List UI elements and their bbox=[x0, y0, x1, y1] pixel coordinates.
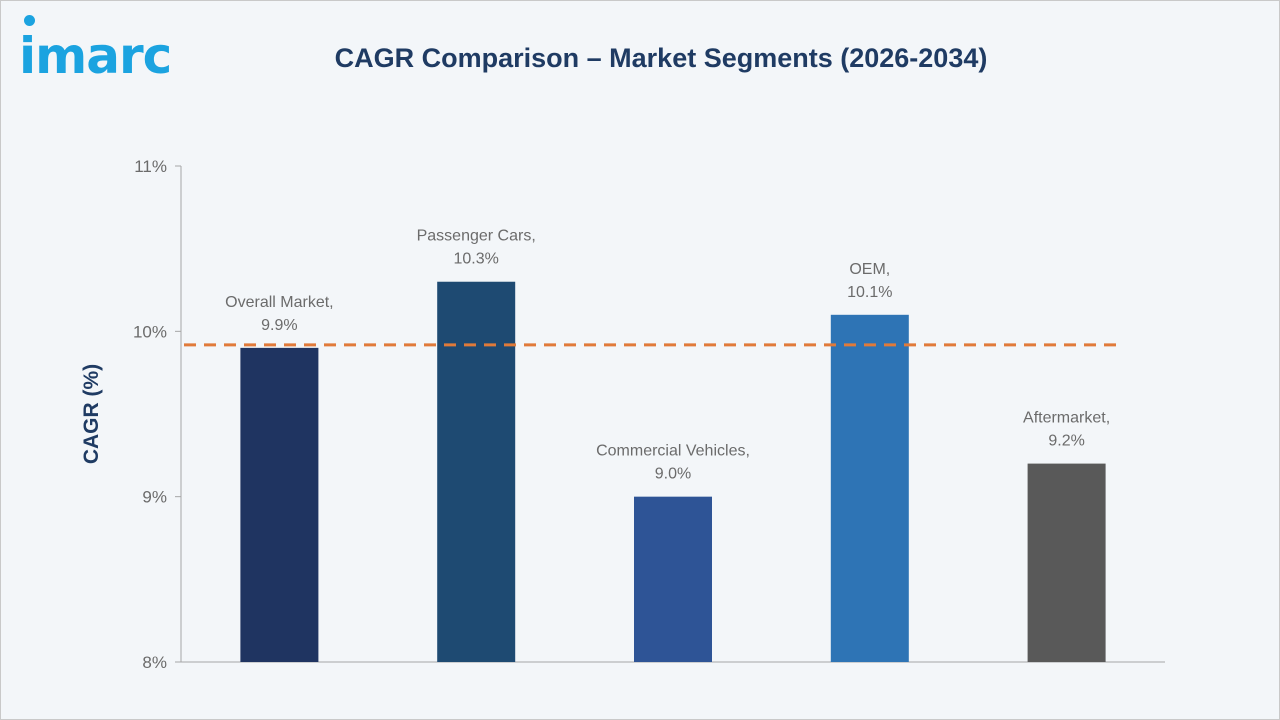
bar-2 bbox=[634, 496, 712, 662]
bar-1 bbox=[437, 281, 516, 662]
y-tick-label: 11% bbox=[134, 157, 167, 176]
bar-label-name: OEM, bbox=[849, 261, 890, 278]
bar-label-value: 9.0% bbox=[655, 466, 691, 483]
bar-3 bbox=[830, 314, 909, 662]
logo-dot bbox=[24, 15, 35, 26]
bar-label-value: 9.9% bbox=[261, 317, 297, 334]
bar-label-name: Commercial Vehicles, bbox=[596, 443, 750, 460]
chart-title: CAGR Comparison – Market Segments (2026-… bbox=[334, 43, 988, 73]
bar-label-name: Passenger Cars, bbox=[417, 228, 536, 245]
bar-label-value: 10.3% bbox=[454, 251, 499, 268]
bar-label-value: 10.1% bbox=[847, 284, 892, 301]
y-tick-label: 9% bbox=[142, 488, 167, 507]
y-tick-label: 8% bbox=[142, 653, 167, 672]
y-axis-label: CAGR (%) bbox=[80, 364, 103, 464]
imarc-logo: imarc bbox=[19, 27, 172, 85]
bar-4 bbox=[1027, 463, 1106, 662]
bar-label-value: 9.2% bbox=[1048, 433, 1084, 450]
bar-label-name: Overall Market, bbox=[225, 294, 333, 311]
bar-label-name: Aftermarket, bbox=[1023, 410, 1110, 427]
y-tick-label: 10% bbox=[133, 322, 167, 341]
bar-0 bbox=[240, 347, 319, 662]
